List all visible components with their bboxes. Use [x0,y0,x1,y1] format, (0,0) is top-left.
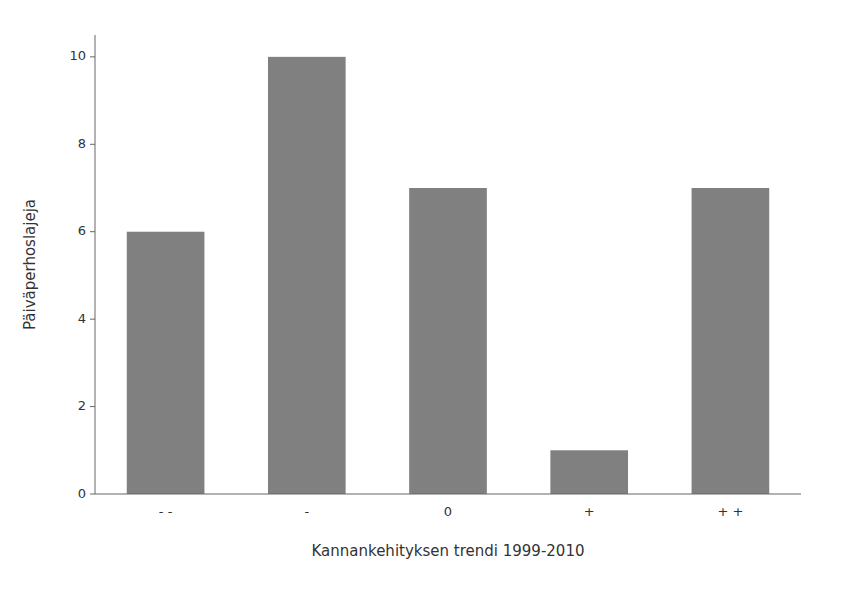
x-axis-title: Kannankehityksen trendi 1999-2010 [312,542,585,560]
chart: 0 2 4 6 8 10 - - - 0 + + + Kannankehityksen trendi … [0,0,841,589]
bar [692,188,770,494]
bar [550,450,628,494]
bar [409,188,487,494]
x-tick-label: + [584,504,595,519]
y-tick-label: 6 [78,223,86,238]
y-tick [90,56,95,57]
y-tick-label: 2 [78,398,86,413]
x-tick-label: 0 [444,504,452,519]
y-tick [90,319,95,320]
bar [127,232,205,494]
y-tick [90,406,95,407]
y-axis: 0 2 4 6 8 10 [69,48,95,500]
y-tick [90,144,95,145]
y-tick-label: 8 [78,136,86,151]
y-axis-line [95,35,96,494]
y-tick-label: 4 [78,311,86,326]
y-tick [90,494,95,495]
x-axis: - - - 0 + + + [159,504,744,519]
bar [268,57,346,494]
chart-container: 0 2 4 6 8 10 - - - 0 + + + Kannankehityksen trendi … [0,0,841,589]
bars [127,57,769,494]
x-tick-label: - [304,504,309,519]
x-tick-label: + + [717,504,743,519]
y-axis-title: Päiväperhoslajeja [21,199,39,330]
x-tick-label: - - [159,504,173,519]
y-tick-label: 10 [69,48,86,63]
y-tick [90,231,95,232]
x-axis-line [95,494,801,495]
y-tick-label: 0 [78,486,86,501]
